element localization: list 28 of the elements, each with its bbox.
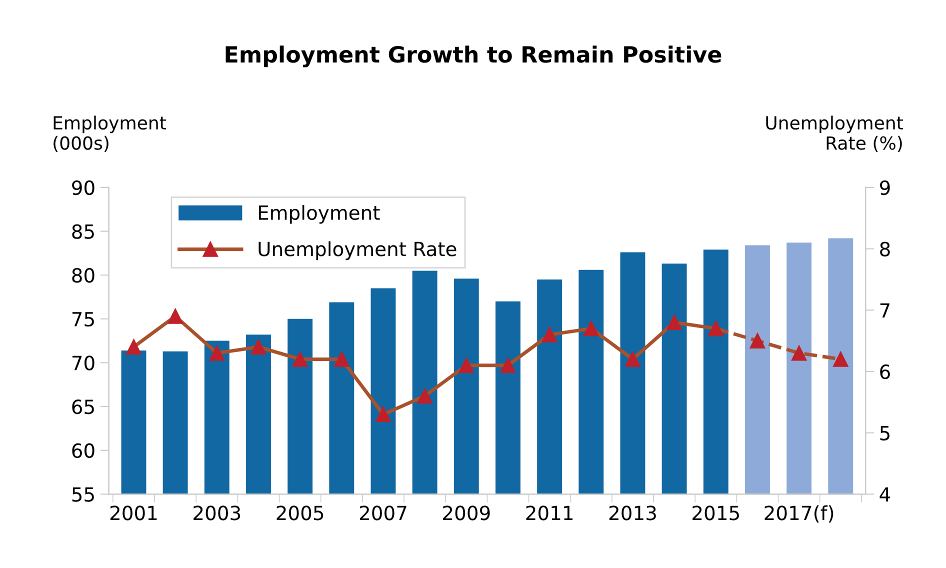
x-tick-label: 2011 bbox=[526, 506, 573, 520]
y-tick-label: 70 bbox=[72, 356, 94, 370]
y2-tick-label: 8 bbox=[880, 242, 890, 256]
legend-label: Unemployment Rate bbox=[258, 241, 456, 260]
x-tick-label: 2001 bbox=[110, 506, 157, 520]
y-axis-title: Employment (000s) bbox=[54, 116, 166, 152]
legend-label: Employment bbox=[258, 204, 380, 224]
chart-title: Employment Growth to Remain Positive bbox=[226, 46, 722, 68]
y-tick-label: 75 bbox=[72, 312, 94, 327]
y-tick-label: 65 bbox=[72, 399, 94, 414]
y2-axis-title: Unemployment Rate (%) bbox=[766, 116, 903, 152]
y-tick-label: 55 bbox=[72, 487, 94, 502]
x-tick-label: 2009 bbox=[443, 506, 490, 520]
x-tick-label: 2013 bbox=[609, 506, 656, 520]
y-tick-label: 90 bbox=[72, 180, 94, 196]
x-tick-label: 2005 bbox=[276, 506, 324, 520]
x-tick-label: 2015 bbox=[692, 506, 739, 520]
x-tick-label: 2007 bbox=[360, 506, 406, 520]
y-tick-label: 85 bbox=[72, 224, 94, 239]
y2-tick-label: 5 bbox=[880, 426, 890, 440]
y2-tick-label: 9 bbox=[880, 180, 890, 196]
x-tick-label: 2003 bbox=[194, 506, 240, 520]
y2-tick-label: 4 bbox=[880, 487, 890, 502]
y-tick-label: 80 bbox=[72, 268, 94, 283]
y2-tick-label: 6 bbox=[880, 364, 890, 380]
y2-tick-label: 7 bbox=[880, 303, 890, 318]
y-tick-label: 60 bbox=[72, 443, 94, 458]
x-tick-label: 2017(f) bbox=[764, 505, 834, 523]
